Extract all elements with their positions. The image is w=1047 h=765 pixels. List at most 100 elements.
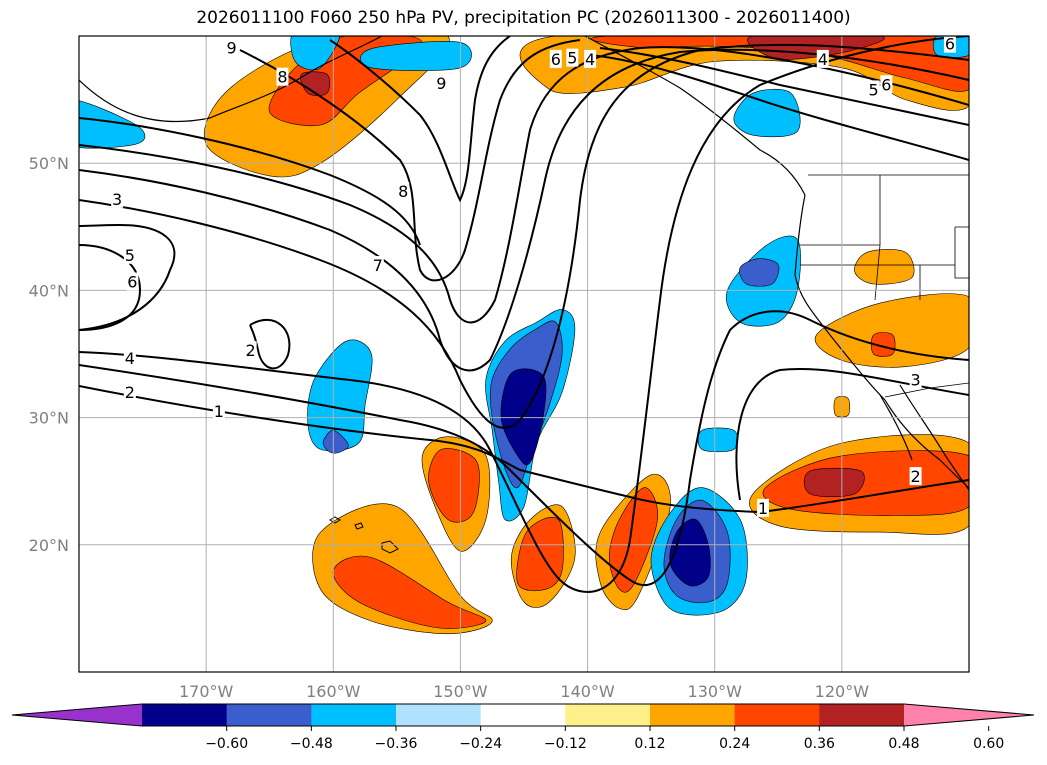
coastlines xyxy=(79,36,969,491)
lat-tick-label: 20°N xyxy=(29,536,69,555)
pv-label-background xyxy=(435,74,448,93)
colorbar-tick-label: −0.24 xyxy=(459,736,502,752)
pv-contour-label: 6 xyxy=(945,35,955,54)
precip-negative-region xyxy=(739,258,780,287)
pv-label-background xyxy=(566,48,579,67)
precip-positive-region xyxy=(300,71,331,96)
colorbar-segment xyxy=(650,704,736,726)
pv-contour-label: 4 xyxy=(585,50,595,69)
pv-label-background xyxy=(867,80,880,99)
pv-contour-7 xyxy=(79,43,969,429)
precip-positive-region xyxy=(854,249,915,285)
pv-contour-label: 9 xyxy=(436,74,446,93)
pv-label-background xyxy=(816,49,829,68)
pv-contour-12 xyxy=(589,54,969,161)
island-2 xyxy=(354,522,364,530)
pv-contour-1 xyxy=(79,385,969,514)
pv-contour-label: 6 xyxy=(127,272,137,291)
pv-contour-label: 9 xyxy=(226,38,236,57)
precip-positive-region xyxy=(803,467,865,498)
pv-label-background xyxy=(123,245,136,264)
pv-contour-label: 2 xyxy=(125,383,135,402)
colorbar-extend-low xyxy=(12,704,142,726)
pv-contour-label: 2 xyxy=(246,341,256,360)
gulf-of-california-coast xyxy=(899,384,969,491)
colorbar-segment xyxy=(142,704,228,726)
precip-positive-region xyxy=(762,450,969,516)
pv-label-background xyxy=(123,348,136,367)
pv-contour-label: 2 xyxy=(911,467,921,486)
colorbar-tick-label: 0.24 xyxy=(719,736,750,752)
colorbar-outline xyxy=(11,703,1035,727)
lon-tick-label: 130°W xyxy=(688,682,743,701)
coast-box xyxy=(954,226,969,279)
precip-positive-region xyxy=(608,487,659,593)
lon-tick-label: 170°W xyxy=(179,682,234,701)
pv-contour-5 xyxy=(79,223,176,331)
west-coast-us xyxy=(794,194,969,489)
pv-label-background xyxy=(212,402,225,421)
pv-label-background xyxy=(943,36,956,53)
pv-contour-label: 3 xyxy=(112,190,122,209)
precip-negative-region xyxy=(79,100,146,149)
pv-contour-3 xyxy=(735,368,969,501)
pv-label-background xyxy=(757,498,770,517)
pv-label-background xyxy=(276,67,289,86)
pv-contour-10 xyxy=(239,39,581,282)
pv-label-background xyxy=(584,49,597,68)
pv-contour-6 xyxy=(79,244,142,331)
precip-negative-region xyxy=(290,36,341,71)
pv-label-background xyxy=(225,38,238,57)
pv-contour-label: 4 xyxy=(818,50,828,69)
pv-contour-label: 6 xyxy=(881,75,891,94)
colorbar-tick-label: −0.48 xyxy=(290,736,333,752)
colorbar-tick-label: 0.60 xyxy=(973,736,1004,752)
pv-label-background xyxy=(909,467,922,486)
lon-tick-label: 120°W xyxy=(815,682,870,701)
pv-contour-14 xyxy=(249,318,291,370)
pv-contour-2 xyxy=(79,310,969,587)
pv-contour-label: 5 xyxy=(125,246,135,265)
pv-contour-label: 1 xyxy=(214,402,224,421)
lon-tick-label: 160°W xyxy=(306,682,361,701)
colorbar-segment xyxy=(819,704,905,726)
colorbar-tick-label: 0.12 xyxy=(634,736,665,752)
colorbar-extend-high xyxy=(904,704,1034,726)
lat-tick-label: 40°N xyxy=(29,281,69,300)
colorbar-segment xyxy=(396,704,482,726)
pv-contours xyxy=(79,36,969,593)
colorbar-segment xyxy=(734,704,820,726)
colorbar-segment xyxy=(565,704,651,726)
colorbar-tick-label: 0.36 xyxy=(804,736,835,752)
pv-contour-label: 7 xyxy=(373,256,383,275)
precip-negative-region xyxy=(697,427,739,453)
pv-label-background xyxy=(371,255,384,274)
aleutian-coast xyxy=(79,36,383,123)
colorbar-segment xyxy=(226,704,312,726)
pv-contour-label: 1 xyxy=(758,499,768,518)
state-borders xyxy=(800,175,955,301)
pv-label-background xyxy=(123,383,136,402)
map-title: 2026011100 F060 250 hPa PV, precipitatio… xyxy=(196,8,851,28)
lat-tick-label: 30°N xyxy=(29,409,69,428)
colorbar-segment xyxy=(311,704,397,726)
precip-positive-region xyxy=(747,36,885,60)
pv-contour-label: 5 xyxy=(567,49,577,68)
colorbar-tick-label: −0.36 xyxy=(375,736,418,752)
pv-label-background xyxy=(397,182,410,201)
pv-contour-9 xyxy=(79,46,969,324)
pv-label-background xyxy=(880,75,893,94)
pv-contour-13 xyxy=(599,47,969,126)
map-frame xyxy=(78,35,970,673)
pv-contour-label: 5 xyxy=(869,80,879,99)
pv-contour-label: 8 xyxy=(277,68,287,87)
baja-coast xyxy=(879,394,913,461)
pv-label-background xyxy=(126,272,139,291)
axis-labels: 170°W 160°W 150°W 140°W 130°W 120°W 20°N 30°N 40… xyxy=(29,154,870,701)
pv-contour-label: 8 xyxy=(398,182,408,201)
pv-contour-11 xyxy=(329,36,511,203)
island-3 xyxy=(381,540,399,554)
